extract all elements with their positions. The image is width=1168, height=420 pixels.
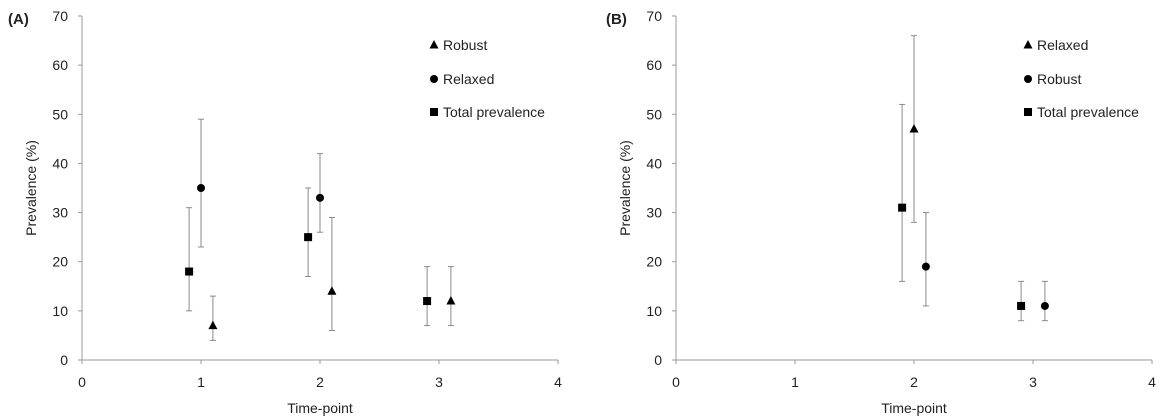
y-axis-label: Prevalence (%) <box>23 140 39 236</box>
series-relaxed <box>197 118 324 248</box>
legend-label: Relaxed <box>1037 37 1088 53</box>
y-tick-label: 50 <box>52 106 68 122</box>
x-tick-label: 2 <box>910 374 918 390</box>
data-point <box>446 296 456 305</box>
panel-label: (B) <box>606 11 627 28</box>
y-tick-label: 20 <box>646 254 662 270</box>
data-point <box>1040 301 1049 310</box>
x-tick-label: 1 <box>791 374 799 390</box>
data-point <box>316 193 324 202</box>
chart-panel-a: (A) 0 10 20 30 40 50 60 70 0 1 2 3 4 Time-point Prevale… <box>8 8 562 416</box>
x-tick-label: 4 <box>554 374 562 390</box>
legend-marker <box>1024 108 1032 116</box>
chart-panel-b: (B) 0 10 20 30 40 50 60 70 0 1 2 3 4 Time-point Prevale… <box>606 8 1156 416</box>
data-point <box>423 297 432 306</box>
legend-label: Robust <box>443 37 487 53</box>
y-tick-label: 40 <box>646 155 662 171</box>
data-point <box>909 124 919 133</box>
data-point <box>185 267 194 276</box>
panel-label: (A) <box>8 11 29 28</box>
x-tick-label: 0 <box>78 374 86 390</box>
y-tick-label: 70 <box>646 8 662 24</box>
y-tick-label: 10 <box>646 303 662 319</box>
x-tick-label: 2 <box>316 374 324 390</box>
series-robust <box>208 216 456 341</box>
y-tick-label: 0 <box>654 352 662 368</box>
series-robust <box>921 212 1049 322</box>
x-axis-label: Time-point <box>287 400 353 416</box>
data-point <box>327 286 337 295</box>
data-point <box>1017 301 1026 310</box>
y-tick-label: 20 <box>52 254 68 270</box>
data-point <box>898 203 907 212</box>
legend-marker <box>430 75 438 83</box>
legend-marker <box>429 40 439 49</box>
y-tick-label: 70 <box>52 8 68 24</box>
legend-marker <box>430 108 438 116</box>
legend-label: Robust <box>1037 71 1081 87</box>
y-tick-label: 30 <box>52 205 68 221</box>
x-tick-label: 4 <box>1148 374 1156 390</box>
legend-label: Total prevalence <box>443 104 545 120</box>
y-tick-label: 30 <box>646 205 662 221</box>
y-tick-label: 60 <box>646 57 662 73</box>
x-tick-label: 3 <box>435 374 443 390</box>
y-tick-label: 50 <box>646 106 662 122</box>
legend-marker <box>1024 75 1032 83</box>
data-point <box>197 184 205 192</box>
legend-label: Relaxed <box>443 71 494 87</box>
series-total-prevalence <box>185 187 432 327</box>
y-tick-label: 60 <box>52 57 68 73</box>
x-tick-label: 3 <box>1029 374 1037 390</box>
data-point <box>921 262 930 271</box>
y-tick-label: 0 <box>60 352 68 368</box>
data-point <box>304 233 313 242</box>
y-tick-label: 10 <box>52 303 68 319</box>
x-axis-label: Time-point <box>881 400 947 416</box>
data-point <box>208 320 218 330</box>
y-axis-label: Prevalence (%) <box>617 140 633 236</box>
x-tick-label: 1 <box>197 374 205 390</box>
x-tick-label: 0 <box>672 374 680 390</box>
series-total-prevalence <box>898 103 1026 322</box>
legend-marker <box>1023 40 1033 49</box>
legend-label: Total prevalence <box>1037 104 1139 120</box>
series-relaxed <box>909 35 919 223</box>
y-tick-label: 40 <box>52 155 68 171</box>
